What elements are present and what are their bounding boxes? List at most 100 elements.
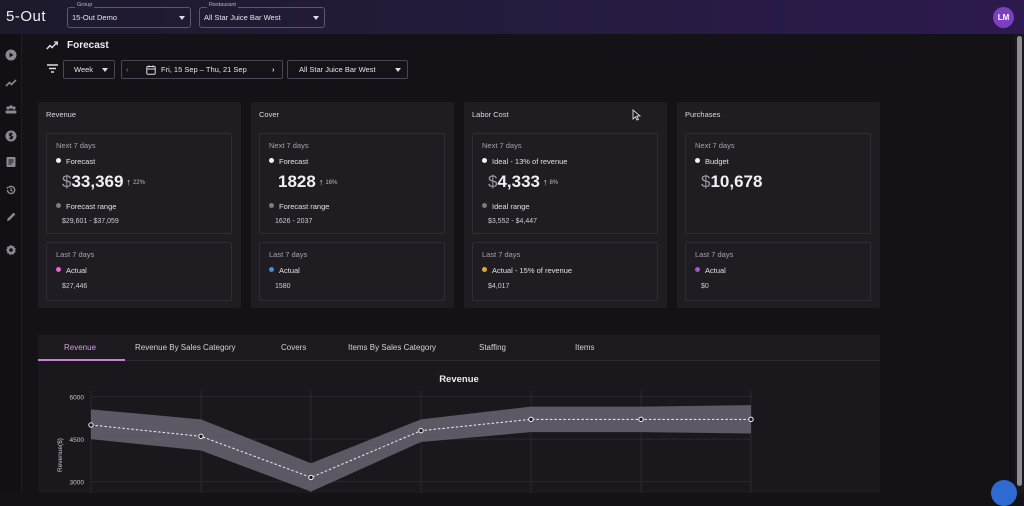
forecast-range-label: Forecast range — [56, 202, 116, 211]
pencil-icon[interactable] — [5, 211, 17, 223]
tab-items-by-sales-category[interactable]: Items By Sales Category — [348, 343, 437, 352]
forecast-point — [88, 422, 94, 428]
restaurant-select[interactable]: Restaurant All Star Juice Bar West — [199, 2, 325, 28]
group-select-label: Group — [75, 2, 95, 8]
panel-heading: Next 7 days — [482, 141, 522, 150]
budget-label: Budget — [695, 157, 729, 166]
card-title: Purchases — [685, 110, 721, 119]
period-select-value: Week — [74, 65, 94, 74]
ideal-value: $4,333 ↑ 8% — [488, 172, 559, 191]
period-select[interactable]: Week — [63, 60, 115, 79]
forecast-point — [418, 427, 424, 434]
last-7-days-panel: Last 7 days Actual $0 — [685, 242, 871, 301]
play-circle-icon[interactable] — [5, 49, 17, 61]
forecast-range-label: Forecast range — [269, 202, 329, 211]
cover-card: Cover Next 7 days Forecast 1828 ↑ 16% Fore… — [251, 102, 454, 308]
forecast-value: 1828 ↑ 16% — [278, 172, 338, 191]
actual-value: 1580 — [275, 283, 291, 290]
last-7-days-panel: Last 7 days Actual - 15% of revenue $4,0… — [472, 242, 658, 301]
chevron-left-icon[interactable]: ‹ — [126, 65, 129, 74]
forecast-point — [308, 474, 314, 481]
chevron-down-icon — [102, 68, 108, 72]
trend-icon — [46, 41, 58, 50]
actual-label: Actual — [695, 266, 726, 275]
actual-value: $27,446 — [62, 283, 88, 290]
last-7-days-panel: Last 7 days Actual $27,446 — [46, 242, 232, 301]
actual-label: Actual — [269, 266, 300, 275]
forecast-range-band — [91, 405, 751, 492]
chart-title: Revenue — [439, 374, 479, 385]
receipt-icon[interactable] — [5, 156, 17, 168]
forecast-range-value: $29,601 - $37,059 — [62, 218, 119, 225]
panel-heading: Last 7 days — [269, 250, 308, 259]
chevron-down-icon — [313, 16, 319, 20]
panel-heading: Next 7 days — [269, 141, 309, 150]
forecast-point — [638, 416, 644, 423]
gear-icon[interactable] — [5, 244, 17, 256]
revenue-chart: 3000 4500 6000 Revenue($) — [57, 391, 754, 493]
panel-heading: Last 7 days — [56, 250, 95, 259]
forecast-point — [198, 433, 204, 440]
calendar-icon — [146, 65, 156, 75]
y-axis-label: Revenue($) — [57, 438, 64, 472]
restaurant-select-label: Restaurant — [207, 2, 238, 8]
group-select[interactable]: Group 15-Out Demo — [67, 2, 191, 28]
budget-value: $10,678 — [701, 172, 763, 191]
location-select[interactable]: All Star Juice Bar West — [287, 60, 408, 79]
next-7-days-panel: Next 7 days Forecast $33,369 ↑ 22% Forecas… — [46, 133, 232, 234]
group-select-value: 15-Out Demo — [72, 13, 118, 22]
chart-tabs: Revenue Revenue By Sales Category Covers… — [38, 335, 880, 361]
next-7-days-panel: Next 7 days Budget $10,678 — [685, 133, 871, 234]
forecast-label: Forecast — [269, 157, 308, 166]
ideal-range-label: Ideal range — [482, 202, 530, 211]
actual-value: $0 — [701, 283, 709, 290]
chat-widget-button[interactable] — [991, 480, 1017, 506]
y-tick-label: 3000 — [70, 480, 85, 487]
mouse-cursor-icon — [632, 109, 641, 121]
tab-staffing[interactable]: Staffing — [479, 343, 506, 352]
avatar[interactable]: LM — [993, 7, 1014, 28]
ideal-label: Ideal - 13% of revenue — [482, 157, 567, 166]
tab-covers[interactable]: Covers — [281, 343, 307, 352]
y-tick-label: 6000 — [70, 395, 85, 402]
actual-value: $4,017 — [488, 283, 510, 290]
actual-label: Actual - 15% of revenue — [482, 266, 572, 275]
forecast-range-value: 1626 - 2037 — [275, 218, 313, 225]
dollar-icon[interactable] — [5, 130, 17, 142]
active-tab-indicator — [38, 359, 125, 361]
panel-heading: Last 7 days — [695, 250, 734, 259]
arrow-up-icon: ↑ — [126, 177, 131, 187]
next-7-days-panel: Next 7 days Ideal - 13% of revenue $4,33… — [472, 133, 658, 234]
tab-revenue[interactable]: Revenue — [64, 343, 97, 352]
y-tick-label: 4500 — [70, 437, 85, 444]
restaurant-select-value: All Star Juice Bar West — [204, 13, 281, 22]
trend-icon[interactable] — [5, 77, 17, 89]
tab-revenue-by-sales-category[interactable]: Revenue By Sales Category — [135, 343, 236, 352]
panel-heading: Last 7 days — [482, 250, 521, 259]
location-select-value: All Star Juice Bar West — [299, 65, 376, 74]
labor-cost-card: Labor Cost Next 7 days Ideal - 13% of re… — [464, 102, 667, 308]
sidebar — [0, 34, 22, 493]
filter-icon[interactable] — [47, 64, 58, 73]
chevron-right-icon[interactable]: › — [272, 65, 275, 74]
arrow-up-icon: ↑ — [543, 177, 548, 187]
actual-dot — [56, 267, 61, 272]
page-scrollbar-thumb[interactable] — [1017, 36, 1022, 486]
purchases-card: Purchases Next 7 days Budget $10,678 Las… — [677, 102, 880, 308]
date-range-picker[interactable]: ‹ Fri, 15 Sep – Thu, 21 Sep › — [121, 60, 283, 79]
team-icon[interactable] — [5, 103, 17, 115]
tab-items[interactable]: Items — [575, 343, 595, 352]
page-title: Forecast — [67, 40, 109, 51]
app-logo[interactable]: 5-Out — [6, 8, 47, 25]
chevron-down-icon — [179, 16, 185, 20]
card-title: Cover — [259, 110, 280, 119]
history-icon[interactable] — [5, 184, 17, 196]
card-title: Revenue — [46, 110, 77, 119]
panel-heading: Next 7 days — [56, 141, 96, 150]
last-7-days-panel: Last 7 days Actual 1580 — [259, 242, 445, 301]
forecast-label: Forecast — [56, 157, 95, 166]
chevron-down-icon — [395, 68, 401, 72]
revenue-card: Revenue Next 7 days Forecast $33,369 ↑ 22%… — [38, 102, 241, 308]
actual-label: Actual — [56, 266, 87, 275]
top-bar: 5-Out Group 15-Out Demo Restaurant All S… — [0, 0, 1024, 34]
